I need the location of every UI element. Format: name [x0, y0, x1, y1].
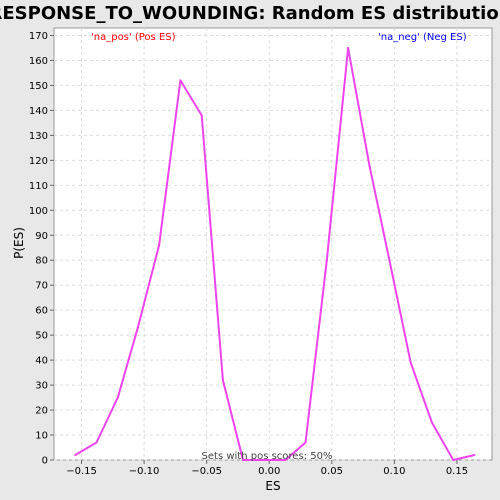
- tick-layer: 0 10 20 30 40 50 60 70 80 90 100 110 120 130 140 150 160…: [29, 31, 468, 477]
- es-data-point: [74, 454, 77, 457]
- x-tick-label: 0.00: [258, 466, 280, 477]
- y-tick-label: 70: [35, 281, 48, 292]
- y-tick-label: 20: [35, 406, 48, 417]
- plot-area: [53, 27, 493, 461]
- y-tick-label: 10: [35, 431, 48, 442]
- es-data-point: [409, 361, 412, 364]
- es-data-point: [347, 46, 350, 49]
- y-tick-label: 50: [35, 331, 48, 342]
- es-data-point: [158, 244, 161, 247]
- es-data-point: [325, 259, 328, 262]
- x-tick-label: 0.05: [321, 466, 343, 477]
- legend-neg-label: 'na_neg' (Neg ES): [378, 32, 467, 43]
- es-data-point: [221, 379, 224, 382]
- y-tick-label: 140: [29, 106, 48, 117]
- y-tick-label: 60: [35, 306, 48, 317]
- y-tick-label: 120: [29, 156, 48, 167]
- es-data-point: [116, 396, 119, 399]
- x-tick-label: −0.10: [129, 466, 160, 477]
- x-tick-label: −0.15: [66, 466, 97, 477]
- y-tick-label: 150: [29, 81, 48, 92]
- es-data-point: [179, 79, 182, 82]
- es-data-point: [284, 459, 287, 461]
- y-tick-label: 0: [42, 456, 48, 467]
- y-tick-label: 100: [29, 206, 48, 217]
- y-tick-label: 80: [35, 256, 48, 267]
- es-data-point: [368, 164, 371, 167]
- es-data-point: [304, 441, 307, 444]
- y-tick-label: 40: [35, 356, 48, 367]
- es-data-point: [136, 326, 139, 329]
- es-data-point: [95, 441, 98, 444]
- y-tick-label: 160: [29, 56, 48, 67]
- line-layer: [74, 46, 476, 461]
- y-tick-label: 90: [35, 231, 48, 242]
- es-data-point: [388, 259, 391, 262]
- x-axis-label: ES: [265, 479, 280, 493]
- y-tick-label: 110: [29, 181, 48, 192]
- es-data-point: [473, 454, 476, 457]
- y-tick-label: 130: [29, 131, 48, 142]
- es-data-point: [263, 459, 266, 461]
- es-data-point: [200, 114, 203, 117]
- legend-pos-label: 'na_pos' (Pos ES): [91, 32, 176, 43]
- x-tick-label: −0.05: [191, 466, 222, 477]
- grid-layer: [54, 28, 492, 461]
- pos-score-annotation: Sets with pos scores: 50%: [202, 451, 333, 462]
- y-axis-label: P(ES): [12, 227, 26, 259]
- y-tick-label: 170: [29, 31, 48, 42]
- y-tick-label: 30: [35, 381, 48, 392]
- es-distribution-line: [74, 47, 475, 461]
- es-data-point: [241, 459, 244, 461]
- es-data-point: [430, 421, 433, 424]
- x-tick-label: 0.15: [446, 466, 468, 477]
- es-data-point: [452, 459, 455, 461]
- x-tick-label: 0.10: [383, 466, 405, 477]
- chart-title: RESPONSE_TO_WOUNDING: Random ES distribu…: [0, 3, 500, 24]
